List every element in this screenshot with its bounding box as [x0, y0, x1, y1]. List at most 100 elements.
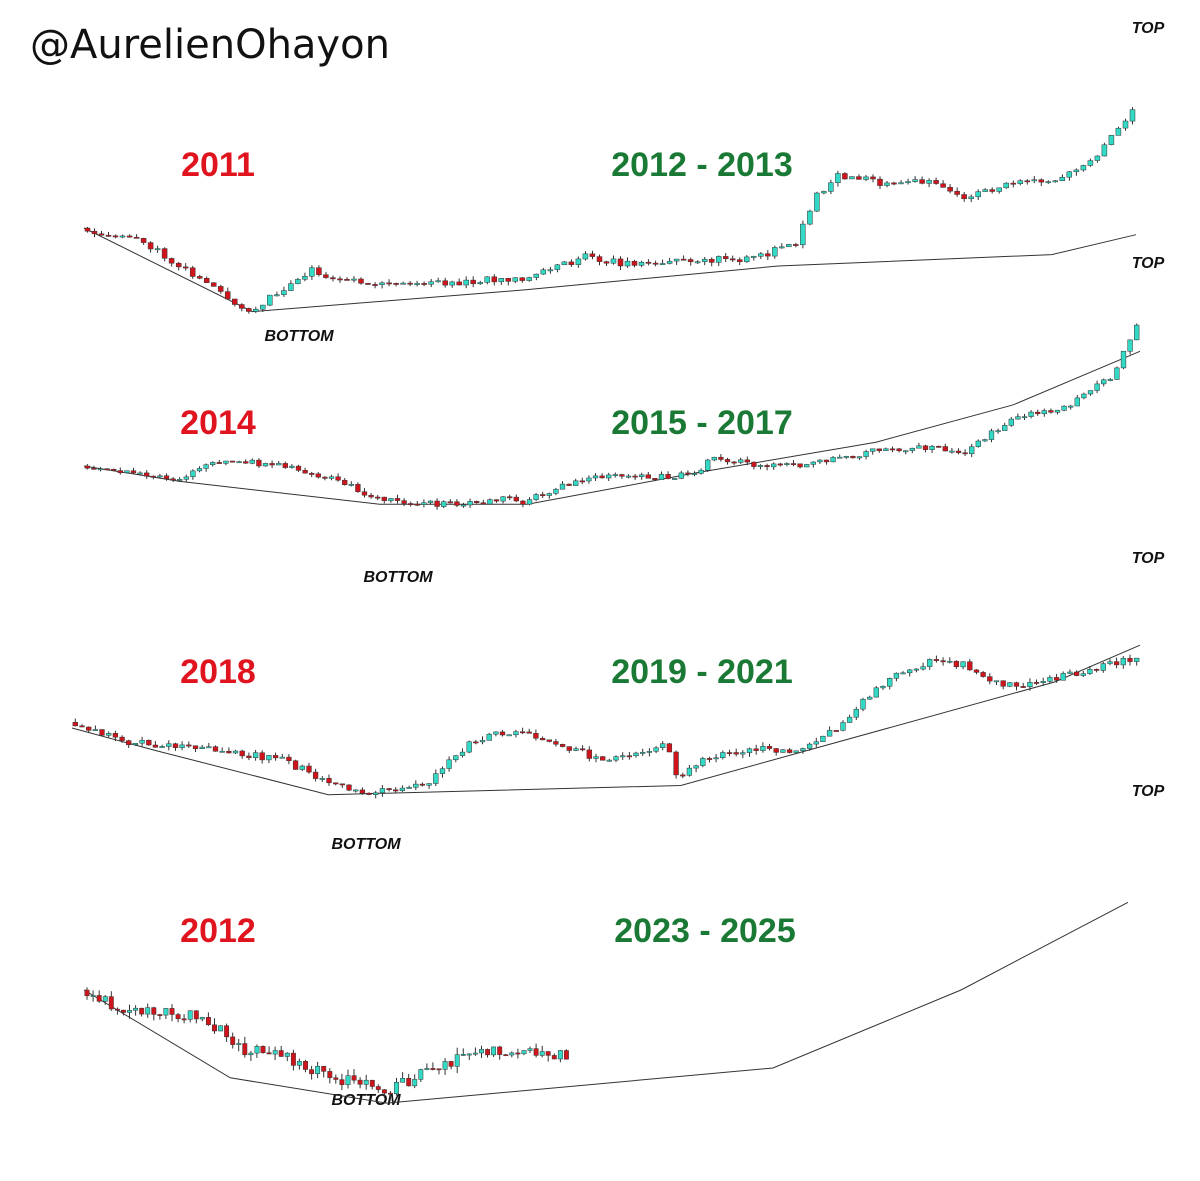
candle-down [147, 242, 154, 250]
candle-up [1067, 671, 1073, 674]
candle-down [545, 1051, 551, 1056]
top-label: TOP [1132, 255, 1165, 272]
candle-up [705, 459, 711, 471]
candle-up [701, 258, 708, 262]
candle-down [430, 1068, 436, 1070]
candle-up [1003, 182, 1009, 189]
candle-up [804, 464, 810, 468]
candle-up [820, 735, 826, 742]
candle-up [821, 191, 827, 194]
candle-up [700, 758, 706, 766]
candle-down [533, 733, 539, 739]
candle-up [302, 276, 308, 280]
candle-up [223, 460, 229, 464]
candle-down [114, 1008, 120, 1011]
candle-down [947, 187, 953, 192]
candle-down [989, 189, 995, 192]
candle-down [205, 1017, 211, 1026]
candle-down [346, 784, 352, 791]
candle-up [281, 290, 287, 295]
candle-down [533, 1048, 539, 1056]
candle-up [800, 748, 806, 752]
candle-down [368, 494, 374, 498]
candle-down [1127, 658, 1133, 662]
candle-up [653, 747, 659, 752]
candle-up [479, 740, 486, 743]
candle-down [212, 1024, 217, 1032]
trend-line [83, 227, 1137, 313]
candle-down [850, 456, 856, 459]
candle-down [505, 278, 512, 282]
candle-down [321, 1065, 327, 1072]
candle-down [726, 752, 733, 754]
candle-up [441, 501, 447, 507]
candle-up [139, 739, 145, 744]
candle-up [484, 276, 490, 283]
candle-down [980, 672, 986, 677]
candle-up [1066, 171, 1073, 178]
candle-down [599, 475, 605, 479]
candle-down [303, 1061, 308, 1070]
candle-up [1027, 682, 1033, 688]
candle-up [929, 445, 935, 450]
candle-up [713, 757, 719, 760]
candle-up [740, 752, 746, 755]
candle-down [973, 669, 980, 673]
candle-up [486, 733, 492, 741]
candle-up [289, 465, 295, 468]
candle-up [613, 756, 619, 761]
candle-down [375, 496, 381, 499]
candle-down [919, 179, 925, 184]
candle-up [867, 696, 873, 700]
candle-down [786, 749, 793, 753]
candle-down [117, 470, 123, 474]
candle-up [638, 261, 645, 266]
candle-down [586, 749, 592, 759]
cycle-panel-2011: 2011 2012 - 2013 BOTTOM TOP [83, 20, 1165, 345]
candle-down [260, 1046, 266, 1053]
candle-up [625, 475, 632, 478]
candle-up [133, 1007, 139, 1011]
candle-up [442, 1061, 448, 1070]
candle-up [800, 223, 806, 246]
candle-down [579, 480, 585, 483]
candle-down [797, 463, 803, 468]
candle-up [1101, 379, 1107, 385]
candle-down [381, 1089, 387, 1094]
candle-up [267, 294, 273, 306]
candle-up [177, 479, 183, 481]
candle-down [540, 494, 546, 496]
candle-up [463, 279, 469, 286]
candle-up [592, 475, 599, 479]
candle-up [248, 1052, 254, 1056]
candle-down [216, 462, 222, 464]
candle-down [365, 283, 371, 285]
candle-down [896, 448, 902, 452]
candle-down [744, 459, 750, 463]
candle-down [133, 236, 140, 239]
candle-down [224, 291, 231, 300]
bear-year-label: 2014 [180, 404, 256, 442]
candle-up [187, 1010, 193, 1020]
candle-up [435, 280, 441, 283]
candle-up [210, 462, 216, 465]
candle-up [975, 191, 981, 198]
candle-down [666, 743, 673, 753]
candle-up [660, 743, 666, 748]
candle-down [967, 661, 973, 671]
candle-up [1114, 367, 1120, 380]
candle-up [840, 722, 846, 731]
candle-down [685, 472, 691, 475]
candle-down [519, 277, 526, 281]
candle-down [589, 253, 596, 257]
candle-up [817, 459, 823, 463]
candle-up [418, 1069, 424, 1080]
trend-line [83, 901, 1129, 1104]
candle-up [102, 996, 108, 1002]
candle-up [166, 743, 172, 747]
candle-down [773, 748, 779, 753]
candle-up [157, 475, 163, 478]
candle-down [168, 258, 175, 264]
candle-up [863, 451, 869, 457]
candle-up [199, 1017, 205, 1020]
